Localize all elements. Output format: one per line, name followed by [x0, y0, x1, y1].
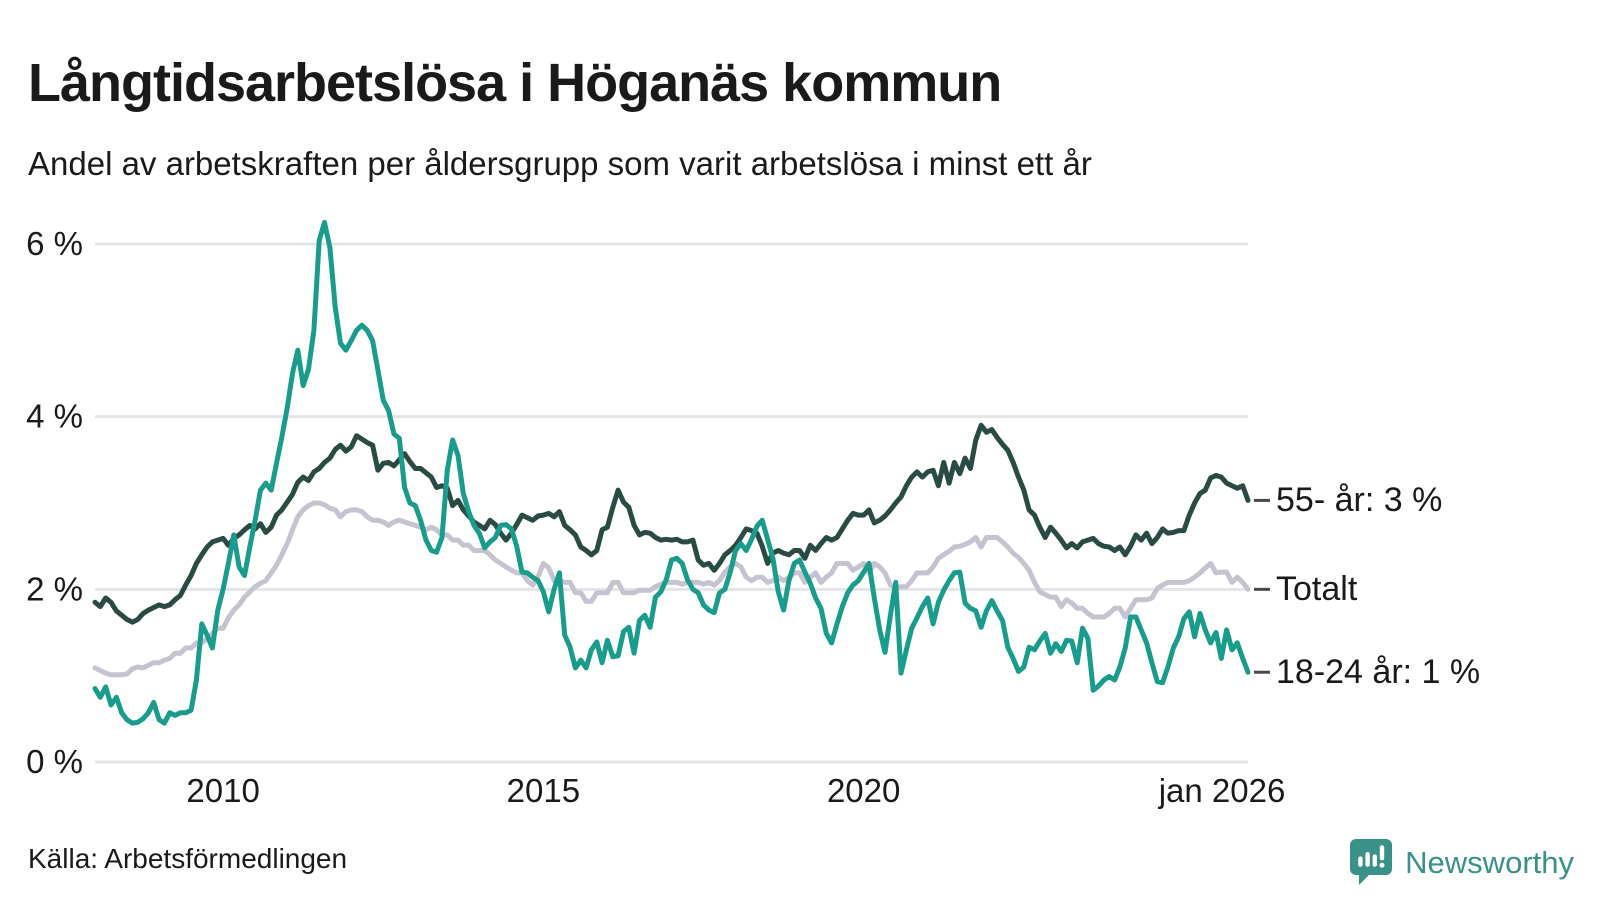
page-title: Långtidsarbetslösa i Höganäs kommun [28, 53, 1002, 114]
series-line-Totalt [92, 500, 1251, 678]
chart-subtitle: Andel av arbetskraften per åldersgrupp s… [28, 145, 1092, 182]
x-axis-tick-label: 2020 [827, 772, 900, 809]
end-label-55: 55- år: 3 % [1276, 481, 1443, 520]
x-axis-tick-label: 2010 [186, 772, 259, 809]
x-axis-tick-label: 2015 [507, 772, 580, 809]
newsworthy-logo: Newsworthy [1347, 836, 1574, 890]
x-axis-tick-label: jan 2026 [1158, 772, 1286, 809]
series-line-18-24 år [92, 219, 1251, 726]
y-axis-tick-label: 6 % [26, 225, 83, 262]
source-note: Källa: Arbetsförmedlingen [28, 843, 348, 874]
y-axis-tick-label: 0 % [26, 743, 83, 780]
series-line-55- år [92, 422, 1251, 625]
end-label-18-24: 18-24 år: 1 % [1276, 653, 1481, 692]
end-label-total: Totalt [1276, 570, 1358, 609]
y-axis-tick-label: 4 % [26, 398, 83, 435]
newsworthy-icon [1350, 839, 1393, 885]
newsworthy-wordmark: Newsworthy [1405, 845, 1574, 880]
y-axis-tick-label: 2 % [26, 570, 83, 607]
